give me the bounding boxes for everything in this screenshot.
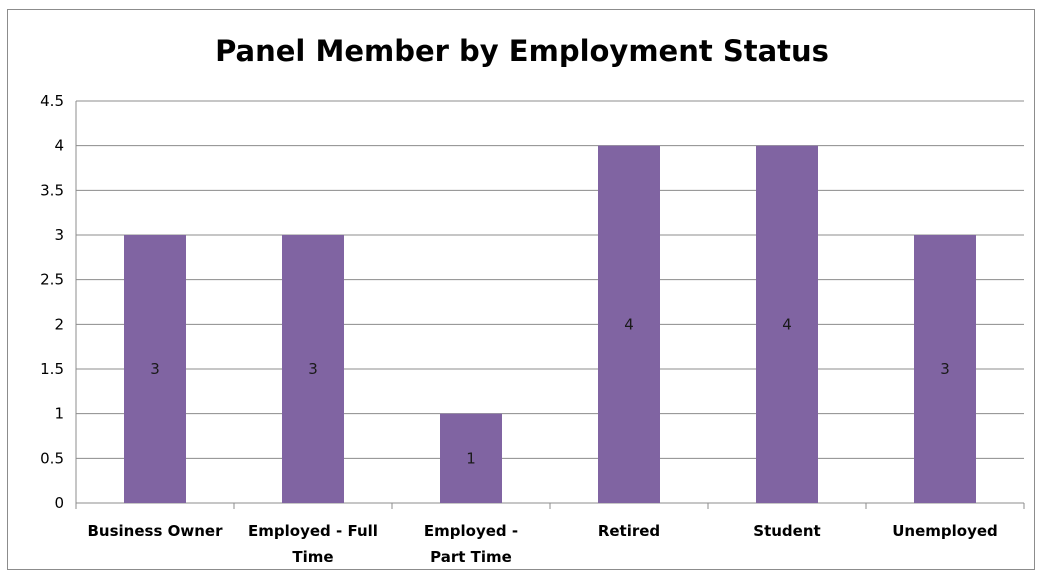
y-tick-label: 4 (54, 137, 64, 155)
bar (440, 413, 502, 503)
x-tick-label: Unemployed (892, 522, 998, 540)
data-label: 1 (466, 449, 476, 467)
bar (124, 235, 186, 503)
y-tick-label: 2 (54, 315, 64, 333)
y-tick-label: 0.5 (40, 449, 64, 467)
x-tick-label: Employed - (424, 522, 518, 540)
data-label: 4 (624, 315, 634, 333)
y-tick-label: 3 (54, 226, 64, 244)
bar (282, 235, 344, 503)
data-label: 4 (782, 315, 792, 333)
data-label: 3 (150, 360, 160, 378)
bar (914, 235, 976, 503)
x-tick-label: Retired (598, 522, 660, 540)
x-tick-label: Employed - Full (248, 522, 378, 540)
data-label: 3 (308, 360, 318, 378)
data-label: 3 (940, 360, 950, 378)
x-tick-label: Part Time (430, 548, 512, 566)
x-tick-label: Student (753, 522, 820, 540)
bar (756, 145, 818, 503)
bar (598, 145, 660, 503)
y-tick-label: 0 (54, 494, 64, 512)
y-tick-label: 1.5 (40, 360, 64, 378)
y-tick-label: 4.5 (40, 92, 64, 110)
x-tick-label: Time (292, 548, 333, 566)
chart-title: Panel Member by Employment Status (215, 34, 829, 68)
x-tick-label: Business Owner (88, 522, 224, 540)
y-tick-label: 2.5 (40, 271, 64, 289)
y-tick-label: 3.5 (40, 181, 64, 199)
y-tick-label: 1 (54, 405, 64, 423)
